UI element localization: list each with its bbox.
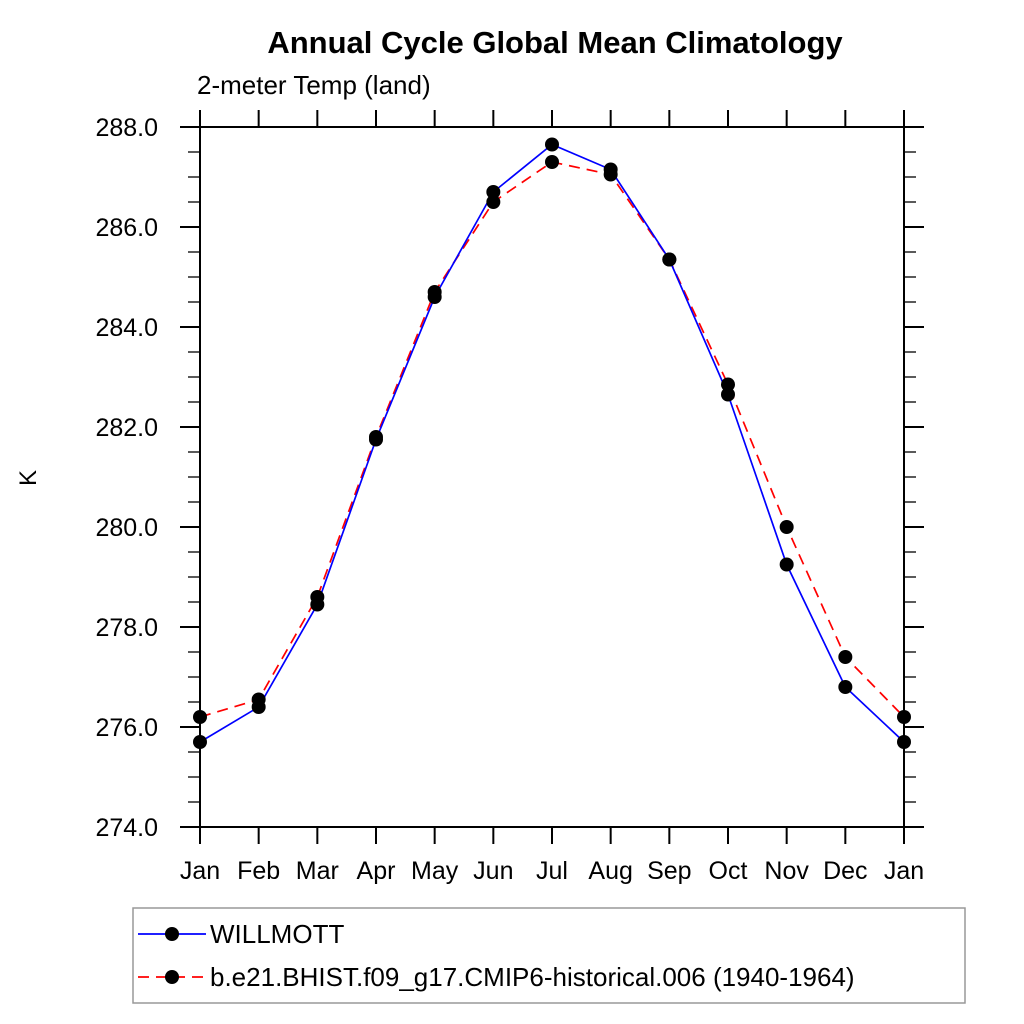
legend-label: b.e21.BHIST.f09_g17.CMIP6-historical.006… [210, 962, 855, 992]
y-tick-label: 282.0 [95, 414, 158, 442]
x-tick-label: Jul [536, 857, 568, 885]
y-tick-label: 280.0 [95, 514, 158, 542]
x-tick-label: Oct [709, 857, 748, 885]
y-tick-label: 276.0 [95, 714, 158, 742]
x-tick-label: Aug [588, 857, 632, 885]
y-tick-label: 274.0 [95, 814, 158, 842]
data-point-marker [193, 710, 207, 724]
x-tick-label: Jan [884, 857, 924, 885]
legend-label: WILLMOTT [210, 919, 344, 949]
data-point-marker [838, 650, 853, 664]
axes: Jan Feb Mar Apr May Jun Jul Aug Sep Oct Nov Dec Jan 2… [95, 110, 924, 885]
x-tick-label: May [411, 857, 459, 885]
y-axis-title: K [15, 470, 42, 486]
willmott-line [199, 143, 905, 743]
legend-box [132, 907, 966, 1004]
data-point-marker [369, 432, 383, 447]
x-tick-label: Sep [647, 857, 691, 885]
data-point-marker [545, 137, 559, 152]
data-point-marker [486, 195, 501, 209]
data-point-marker [662, 252, 677, 267]
y-tick-label: 284.0 [95, 314, 158, 342]
x-tick-label: Jan [180, 857, 220, 885]
data-point-marker [779, 520, 794, 534]
x-tick-label: Dec [823, 857, 867, 885]
legend-marker-dot [165, 927, 179, 941]
data-point-marker [721, 387, 735, 402]
data-point-marker [603, 162, 618, 177]
x-tick-label: Nov [764, 857, 809, 885]
data-point-marker [897, 710, 911, 724]
data-series [193, 137, 911, 749]
y-tick-label: 288.0 [95, 114, 158, 142]
legend-marker-dot [165, 970, 179, 984]
data-point-marker [779, 557, 794, 572]
data-point-marker [721, 377, 735, 392]
chart-title: Annual Cycle Global Mean Climatology [267, 25, 843, 60]
data-point-marker [310, 597, 325, 612]
y-tick-label: 278.0 [95, 614, 158, 642]
legend: WILLMOTT b.e21.BHIST.f09_g17.CMIP6-histor… [132, 907, 966, 1004]
x-tick-label: Feb [237, 857, 280, 885]
plot-frame [199, 126, 905, 828]
x-tick-label: Mar [296, 857, 339, 885]
data-point-marker [427, 290, 442, 304]
x-tick-label: Jun [473, 857, 513, 885]
data-point-marker [486, 185, 501, 199]
data-point-marker [251, 700, 266, 714]
chart-subtitle: 2-meter Temp (land) [197, 70, 431, 100]
model-line [199, 161, 905, 718]
data-point-marker [545, 155, 559, 169]
data-point-marker [897, 735, 911, 749]
y-tick-label: 286.0 [95, 214, 158, 242]
x-tick-label: Apr [357, 857, 396, 885]
data-point-marker [838, 680, 853, 694]
data-point-marker [193, 735, 207, 749]
